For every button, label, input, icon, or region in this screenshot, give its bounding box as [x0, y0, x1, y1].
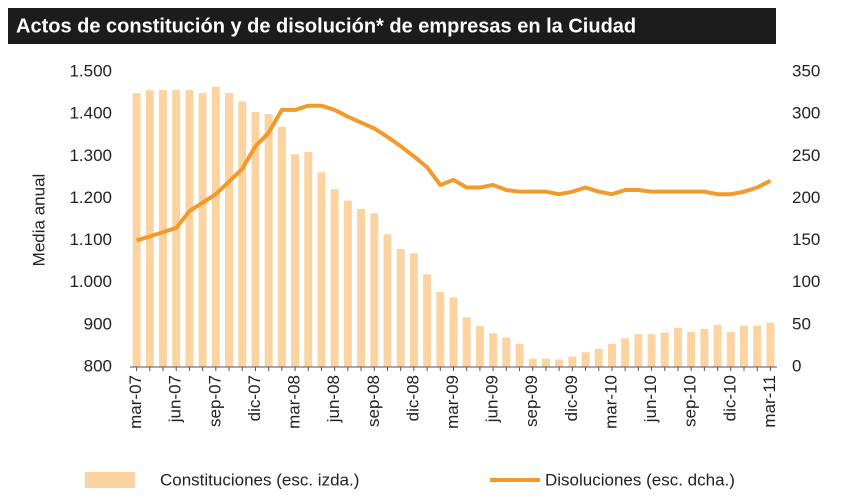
bar: [594, 348, 603, 367]
bar: [528, 358, 537, 367]
bar: [198, 93, 207, 368]
bar: [660, 332, 669, 367]
bar: [383, 234, 392, 367]
bar: [541, 358, 550, 367]
bar: [396, 249, 405, 367]
bar: [145, 90, 154, 367]
chart-title: Actos de constitución y de disolución* d…: [16, 15, 636, 37]
x-tick-label: dic-10: [720, 375, 739, 421]
y-tick-label: 1.500: [69, 61, 112, 80]
y-tick-label: 800: [84, 356, 112, 375]
x-tick-label: sep-09: [522, 375, 541, 427]
bar: [621, 338, 630, 367]
x-tick-label: mar-11: [760, 375, 779, 428]
bar: [687, 332, 696, 367]
y2-tick-label: 0: [792, 356, 801, 375]
y-axis-label: Media anual: [29, 174, 48, 267]
x-tick-label: sep-07: [205, 375, 224, 427]
x-tick-label: dic-07: [245, 375, 264, 421]
x-tick-label: jun-08: [324, 375, 343, 423]
x-tick-label: jun-09: [483, 375, 502, 423]
x-tick-label: jun-10: [641, 375, 660, 423]
y-tick-label: 1.000: [69, 272, 112, 291]
x-tick-label: mar-08: [285, 375, 304, 429]
bar: [330, 189, 339, 367]
legend-label: Constituciones (esc. izda.): [160, 470, 359, 489]
bar: [766, 322, 775, 367]
bar: [607, 343, 616, 367]
bar: [211, 86, 220, 367]
bar: [515, 343, 524, 367]
bar: [291, 154, 300, 367]
bar: [251, 112, 260, 368]
bar: [304, 152, 313, 367]
bar: [423, 274, 432, 367]
legend-swatch: [85, 472, 135, 488]
bar: [343, 200, 352, 367]
bar: [647, 334, 656, 367]
y2-tick-label: 100: [792, 272, 820, 291]
bar: [489, 333, 498, 367]
bar: [462, 317, 471, 367]
y2-tick-label: 50: [792, 314, 811, 333]
line: [135, 103, 772, 243]
y2-tick-label: 200: [792, 188, 820, 207]
x-tick-label: dic-08: [403, 375, 422, 421]
bar: [357, 208, 366, 367]
y2-tick-label: 150: [792, 230, 820, 249]
y2-tick-label: 250: [792, 146, 820, 165]
bar: [713, 324, 722, 367]
x-tick-label: dic-09: [562, 375, 581, 421]
x-tick-label: jun-07: [166, 375, 185, 423]
bar: [581, 352, 590, 367]
bar: [555, 359, 564, 367]
bar: [634, 334, 643, 367]
title-bar: [8, 8, 776, 44]
legend-label: Disoluciones (esc. dcha.): [545, 470, 735, 489]
y2-tick-label: 300: [792, 104, 820, 123]
x-tick-label: mar-10: [601, 375, 620, 429]
bar: [277, 126, 286, 368]
bar: [225, 93, 233, 368]
bar: [674, 327, 682, 367]
bar: [238, 101, 247, 367]
y-tick-label: 1.200: [69, 188, 112, 207]
y-tick-label: 1.400: [69, 104, 112, 123]
bar: [132, 93, 141, 368]
bar: [370, 213, 379, 367]
y2-tick-label: 350: [792, 61, 820, 80]
bar: [159, 90, 167, 367]
x-tick-label: sep-08: [364, 375, 383, 427]
x-tick-label: mar-07: [126, 375, 145, 429]
bar: [436, 291, 445, 367]
x-tick-label: sep-10: [681, 375, 700, 427]
y-tick-label: 1.300: [69, 146, 112, 165]
y-tick-label: 900: [84, 314, 112, 333]
bar: [700, 329, 709, 367]
bar: [740, 325, 748, 367]
bar: [568, 356, 577, 367]
x-tick-label: mar-09: [443, 375, 462, 429]
y-tick-label: 1.100: [69, 230, 112, 249]
bar: [317, 172, 326, 367]
bar: [726, 332, 735, 367]
bar: [264, 114, 273, 368]
bar: [475, 326, 484, 367]
bar: [753, 325, 762, 367]
bar: [502, 337, 511, 367]
bar: [185, 90, 194, 367]
bar: [449, 297, 458, 367]
bar: [409, 253, 418, 367]
